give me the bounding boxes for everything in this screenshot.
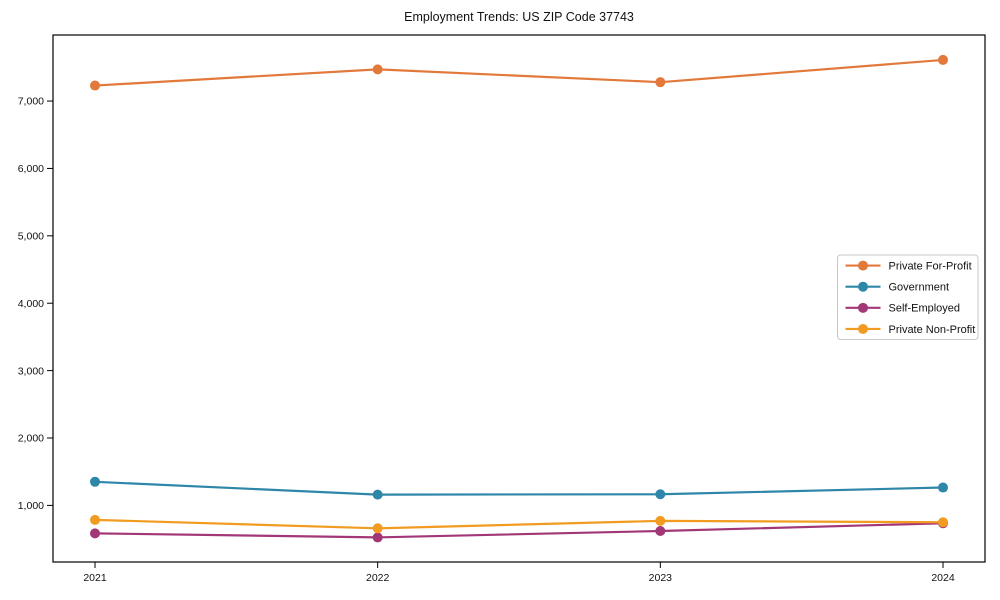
series-marker-self-employed: [90, 528, 100, 539]
legend-label-private-non-profit: Private Non-Profit: [889, 324, 976, 336]
series-marker-government: [655, 489, 666, 500]
series-marker-government: [372, 489, 383, 500]
series-marker-private-non-profit: [90, 514, 100, 525]
series-marker-private-for-profit: [372, 64, 383, 75]
x-axis-tick-label: 2024: [931, 572, 955, 584]
y-axis-tick-label: 4,000: [18, 298, 44, 310]
x-axis-tick-label: 2023: [649, 572, 673, 584]
series-marker-self-employed: [655, 526, 666, 536]
series-line-private-non-profit: [94, 518, 944, 530]
y-axis-tick-label: 3,000: [18, 365, 44, 377]
y-axis-tick-label: 1,000: [18, 500, 44, 512]
x-axis-tick-label: 2021: [83, 572, 107, 584]
legend-label-private-for-profit: Private For-Profit: [889, 260, 972, 272]
series-marker-private-non-profit: [372, 523, 383, 534]
series-marker-private-for-profit: [938, 54, 948, 65]
x-axis-tick-label: 2022: [366, 572, 390, 584]
series-marker-private-non-profit: [938, 517, 948, 528]
series-line-private-for-profit: [94, 58, 944, 87]
legend-sample-marker-private-non-profit: [858, 323, 868, 334]
legend-sample-marker-self-employed: [858, 302, 868, 313]
y-axis-tick-label: 7,000: [18, 96, 44, 108]
series-marker-private-for-profit: [655, 77, 666, 88]
series-marker-government: [938, 482, 948, 493]
y-axis-tick-label: 5,000: [18, 231, 44, 243]
legend-label-government: Government: [889, 282, 950, 294]
chart-title: Employment Trends: US ZIP Code 37743: [404, 10, 634, 24]
series-line-self-employed: [94, 522, 944, 539]
plot-frame: [52, 34, 986, 563]
legend-box: [837, 254, 979, 340]
series-marker-private-non-profit: [655, 515, 666, 526]
y-axis-tick-label: 2,000: [18, 433, 44, 445]
legend-sample-marker-government: [858, 281, 868, 292]
y-axis-tick-label: 6,000: [18, 163, 44, 175]
legend-label-self-employed: Self-Employed: [889, 303, 961, 315]
series-marker-private-for-profit: [90, 80, 100, 91]
series-line-government: [94, 480, 944, 496]
series-marker-self-employed: [372, 532, 383, 543]
legend-sample-marker-private-for-profit: [858, 260, 868, 271]
series-marker-government: [90, 476, 100, 487]
